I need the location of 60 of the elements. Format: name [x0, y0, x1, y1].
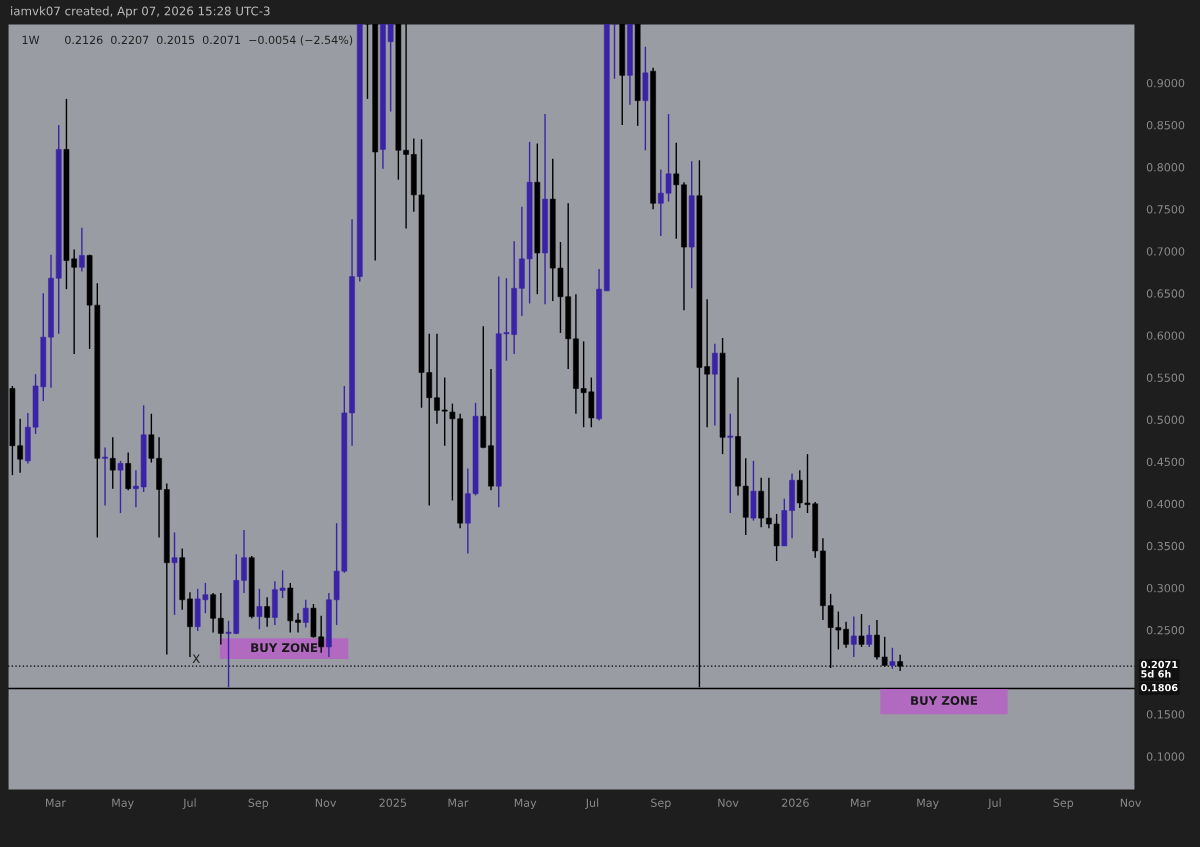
- x-tick-label: Jul: [987, 798, 1001, 809]
- x-tick-label: Jul: [585, 798, 599, 809]
- annotation: BUY ZONE: [911, 696, 977, 705]
- y-tick-label: 0.5000: [1146, 415, 1185, 425]
- candlestick: [866, 624, 873, 648]
- x-tick-label: Sep: [1053, 798, 1074, 810]
- x-tick-label: Mar: [46, 798, 66, 807]
- annotation: X: [192, 654, 200, 664]
- candlestick: [264, 596, 270, 628]
- y-tick-label: 0.7500: [1146, 205, 1185, 214]
- x-tick-label: 2025: [379, 798, 407, 807]
- y-tick-label: 0.4500: [1146, 457, 1185, 467]
- candlestick: [79, 227, 85, 273]
- candlestick: [171, 531, 178, 616]
- candlestick: [302, 599, 309, 629]
- candlestick: [109, 436, 116, 490]
- candlestick: [256, 588, 263, 630]
- candlestick: [210, 592, 216, 634]
- x-tick-label: 2026: [782, 798, 809, 807]
- ref-line-label: 0.1806: [1141, 683, 1178, 692]
- annotation: 1W: [22, 35, 40, 44]
- y-tick-label: 0.3500: [1146, 541, 1185, 551]
- x-tick-label: Mar: [448, 798, 469, 807]
- candlestick: [117, 460, 124, 514]
- candlestick: [295, 612, 301, 634]
- candlestick: [858, 613, 865, 648]
- x-tick-label: Nov: [315, 798, 337, 807]
- text: iamvk07 created, Apr 07, 2026 15:28 UTC-3: [11, 6, 270, 18]
- x-tick-label: Nov: [718, 798, 739, 807]
- x-tick-label: May: [112, 798, 134, 810]
- x-tick-label: Mar: [851, 798, 871, 807]
- annotation: 0.2126 0.2207 0.2015 0.2071 −0.0054 (−2.54%): [65, 35, 353, 46]
- x-tick-label: Sep: [651, 798, 671, 810]
- candlestick: [727, 413, 734, 514]
- y-tick-label: 0.6500: [1146, 289, 1185, 298]
- ref-line-label: 0.2071 5d 6h: [1141, 660, 1178, 678]
- y-tick-label: 0.8500: [1146, 120, 1185, 130]
- y-tick-label: 0.2500: [1146, 626, 1185, 635]
- candlestick: [889, 647, 896, 670]
- x-tick-label: Nov: [1120, 798, 1142, 807]
- candlestick: [673, 141, 680, 240]
- candlestick: [850, 615, 857, 658]
- y-tick-label: 0.5500: [1146, 373, 1185, 382]
- candlestick: [712, 343, 718, 427]
- y-tick-label: 0.6000: [1146, 331, 1185, 340]
- y-tick-label: 0.9000: [1146, 78, 1185, 88]
- x-tick-label: May: [514, 798, 537, 810]
- x-tick-label: Jul: [182, 798, 196, 809]
- candlestick: [102, 446, 108, 507]
- candlestick: [218, 592, 224, 646]
- y-tick-label: 0.1000: [1146, 752, 1185, 761]
- y-tick-label: 0.4000: [1146, 499, 1185, 509]
- y-tick-label: 0.8000: [1146, 163, 1185, 172]
- y-tick-label: 0.1500: [1146, 710, 1185, 719]
- x-tick-label: May: [917, 798, 939, 810]
- candlestick: [241, 529, 247, 594]
- x-tick-label: Sep: [248, 798, 269, 810]
- annotation: BUY ZONE: [251, 643, 318, 653]
- y-tick-label: 0.3000: [1146, 583, 1185, 593]
- y-tick-label: 0.7000: [1146, 247, 1185, 256]
